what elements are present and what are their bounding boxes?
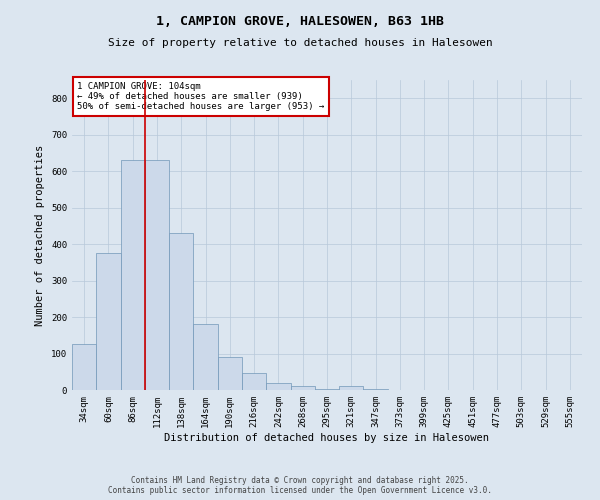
Bar bbox=[266, 382, 290, 390]
Bar bbox=[96, 253, 121, 390]
Y-axis label: Number of detached properties: Number of detached properties bbox=[35, 144, 46, 326]
Bar bbox=[72, 344, 96, 390]
Bar bbox=[339, 386, 364, 390]
Bar bbox=[290, 386, 315, 390]
Text: Size of property relative to detached houses in Halesowen: Size of property relative to detached ho… bbox=[107, 38, 493, 48]
Text: 1 CAMPION GROVE: 104sqm
← 49% of detached houses are smaller (939)
50% of semi-d: 1 CAMPION GROVE: 104sqm ← 49% of detache… bbox=[77, 82, 325, 112]
Bar bbox=[121, 160, 145, 390]
Bar bbox=[242, 373, 266, 390]
Bar bbox=[169, 233, 193, 390]
Text: 1, CAMPION GROVE, HALESOWEN, B63 1HB: 1, CAMPION GROVE, HALESOWEN, B63 1HB bbox=[156, 15, 444, 28]
Bar bbox=[218, 357, 242, 390]
Bar bbox=[193, 324, 218, 390]
Text: Contains HM Land Registry data © Crown copyright and database right 2025.
Contai: Contains HM Land Registry data © Crown c… bbox=[108, 476, 492, 495]
X-axis label: Distribution of detached houses by size in Halesowen: Distribution of detached houses by size … bbox=[164, 432, 490, 442]
Bar bbox=[145, 160, 169, 390]
